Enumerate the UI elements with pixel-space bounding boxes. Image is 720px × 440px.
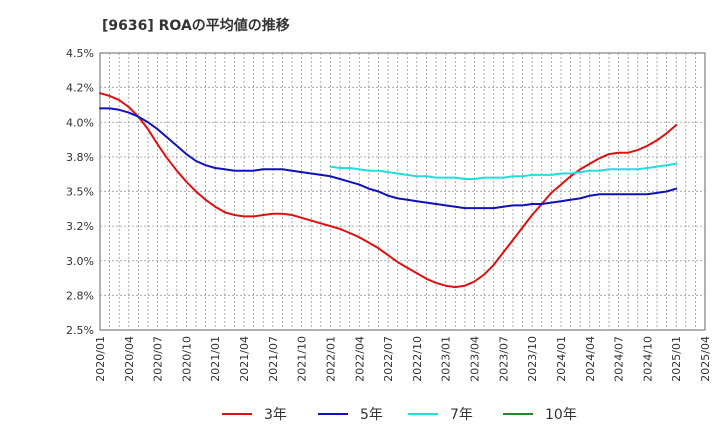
y-tick-label: 3.2% [66, 220, 94, 233]
x-axis-ticks: 2020/01 2020/04 2020/07 2020/10 2021/01 2021/… [94, 336, 712, 382]
x-tick-label: 2025/01 [670, 336, 683, 382]
legend: 3年 5年 7年 10年 [222, 407, 577, 423]
y-tick-label: 4.2% [66, 82, 94, 95]
x-tick-label: 2021/10 [296, 336, 309, 382]
x-tick-label: 2021/04 [238, 336, 251, 382]
legend-label: 3年 [264, 407, 287, 423]
y-tick-label: 3.8% [66, 151, 94, 164]
plot-area [99, 52, 706, 331]
x-tick-label: 2023/04 [469, 336, 482, 382]
y-tick-label: 3.0% [66, 255, 94, 268]
y-tick-label: 4.5% [66, 47, 94, 60]
x-tick-label: 2022/07 [382, 336, 395, 382]
y-axis-ticks: 2.5% 2.8% 3.0% 3.2% 3.5% 3.8% 4.0% 4.2% 4.5% [66, 47, 94, 337]
x-tick-label: 2023/10 [526, 336, 539, 382]
x-tick-label: 2022/04 [353, 336, 366, 382]
x-tick-label: 2024/01 [555, 336, 568, 382]
x-tick-label: 2025/04 [699, 336, 712, 382]
legend-label: 10年 [545, 407, 577, 423]
x-tick-label: 2020/04 [123, 336, 136, 382]
x-tick-label: 2022/10 [411, 336, 424, 382]
x-tick-label: 2023/01 [440, 336, 453, 382]
chart-title: [9636] ROAの平均値の推移 [102, 17, 290, 34]
x-tick-label: 2020/01 [94, 336, 107, 382]
series-line-3年 [99, 92, 678, 289]
x-tick-label: 2024/10 [641, 336, 654, 382]
y-tick-label: 4.0% [66, 116, 94, 129]
x-tick-label: 2021/01 [209, 336, 222, 382]
x-tick-label: 2023/07 [497, 336, 510, 382]
series-lines [99, 92, 678, 289]
x-tick-label: 2020/07 [152, 336, 165, 382]
legend-label: 5年 [360, 407, 383, 423]
legend-label: 7年 [450, 407, 473, 423]
x-tick-label: 2024/04 [584, 336, 597, 382]
y-tick-label: 3.5% [66, 186, 94, 199]
y-tick-label: 2.5% [66, 324, 94, 337]
x-tick-label: 2022/01 [324, 336, 337, 382]
x-tick-label: 2021/07 [267, 336, 280, 382]
x-tick-label: 2020/10 [180, 336, 193, 382]
y-tick-label: 2.8% [66, 289, 94, 302]
series-line-7年 [329, 162, 678, 180]
series-line-5年 [99, 107, 678, 210]
x-tick-label: 2024/07 [613, 336, 626, 382]
